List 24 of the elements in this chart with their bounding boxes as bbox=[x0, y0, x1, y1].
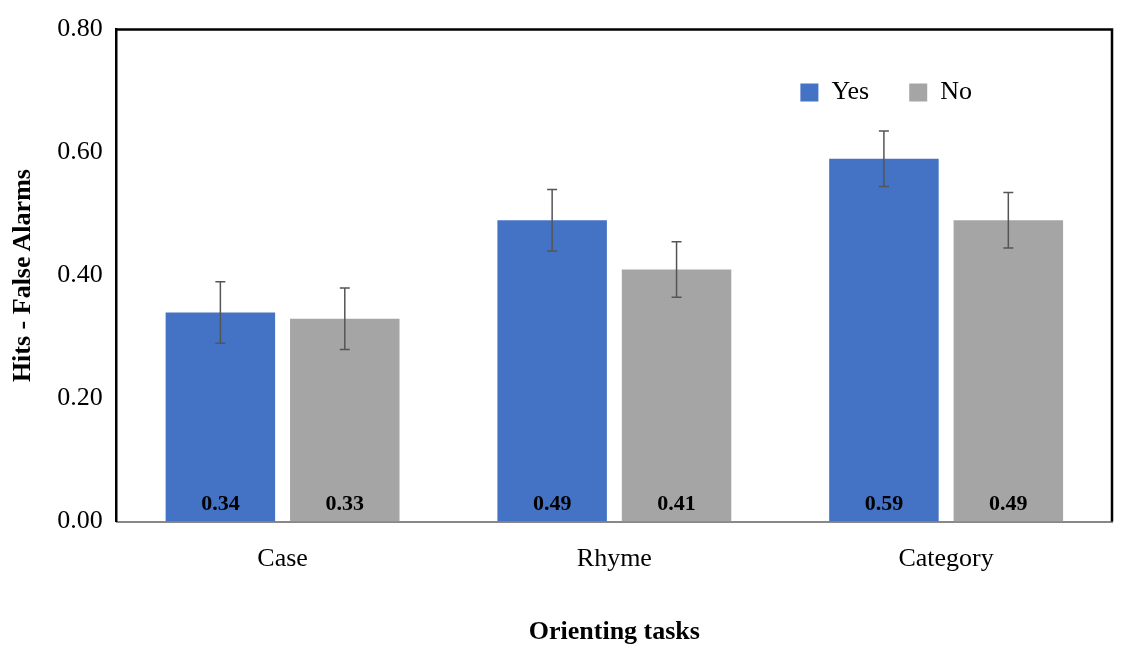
legend-label: Yes bbox=[831, 76, 870, 106]
y-tick-label: 0.40 bbox=[57, 259, 103, 289]
bar bbox=[829, 158, 939, 522]
x-axis-title: Orienting tasks bbox=[528, 616, 700, 646]
x-tick-label: Category bbox=[898, 543, 994, 573]
bar bbox=[953, 220, 1064, 522]
y-axis-title: Hits - False Alarms bbox=[7, 169, 37, 383]
data-label: 0.59 bbox=[864, 490, 904, 516]
legend-label: No bbox=[940, 76, 972, 106]
y-tick-label: 0.20 bbox=[57, 382, 103, 412]
data-label: 0.49 bbox=[532, 490, 572, 516]
bar bbox=[621, 269, 732, 522]
x-tick-label: Case bbox=[257, 543, 308, 573]
bar bbox=[497, 220, 607, 522]
data-label: 0.34 bbox=[201, 490, 240, 516]
data-label: 0.33 bbox=[325, 490, 365, 516]
bar bbox=[290, 318, 400, 522]
y-tick-label: 0.80 bbox=[57, 13, 103, 43]
y-tick-label: 0.00 bbox=[57, 505, 103, 535]
data-label: 0.41 bbox=[657, 490, 696, 516]
x-tick-label: Rhyme bbox=[576, 543, 652, 573]
y-tick-label: 0.60 bbox=[57, 136, 103, 166]
bar bbox=[165, 312, 276, 522]
data-label: 0.49 bbox=[989, 490, 1028, 516]
